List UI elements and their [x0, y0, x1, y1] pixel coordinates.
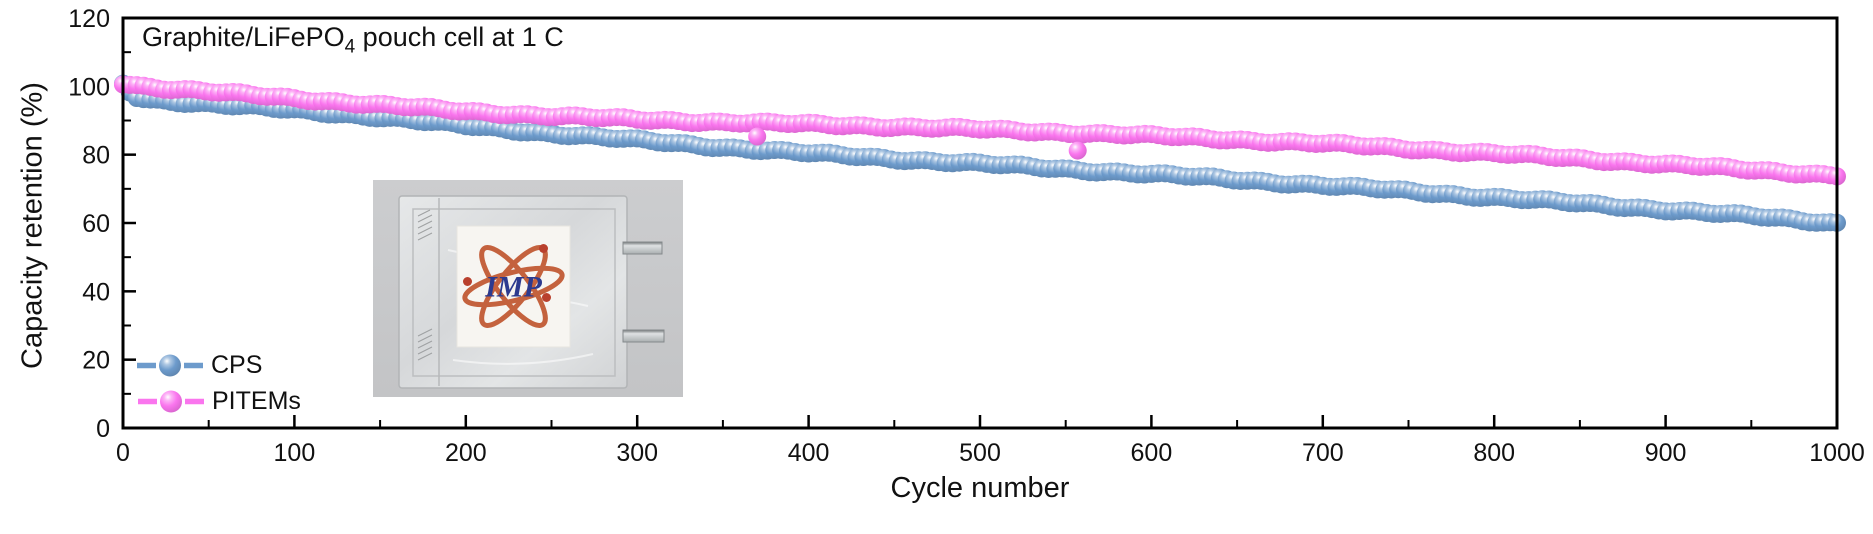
- pitems-outlier-point: [748, 127, 767, 146]
- plot-frame: [121, 16, 1839, 430]
- title-subscript: 4: [344, 36, 356, 58]
- logo-electron-1: [539, 244, 548, 253]
- x-tick-label: 1000: [1809, 439, 1865, 467]
- logo-text: IMP: [484, 271, 542, 304]
- chart-title-annotation: Graphite/LiFePO4 pouch cell at 1 C: [142, 22, 564, 58]
- logo-electron-3: [542, 293, 551, 302]
- pouch-tab-bottom: [622, 329, 665, 343]
- pitems-legend-label: PITEMs: [212, 387, 301, 415]
- y-axis-label: Capacity retention (%): [16, 82, 49, 369]
- y-tick-label: 0: [96, 415, 110, 443]
- cps-legend-marker-icon: [137, 354, 203, 377]
- x-tick-label: 200: [445, 439, 487, 467]
- x-tick-label: 800: [1473, 439, 1515, 467]
- logo-orbit-left: [479, 245, 548, 328]
- axes: 0 100 200 300 400 500 600 700 800 900 1000 0 20 40 60 8…: [68, 5, 1865, 467]
- x-tick-label: 300: [616, 439, 658, 467]
- x-tick-label: 900: [1645, 439, 1687, 467]
- y-tick-label: 120: [68, 5, 110, 33]
- logo-orbit-wide: [462, 265, 565, 308]
- title-text-suffix: pouch cell at 1 C: [355, 22, 564, 52]
- y-tick-label: 20: [82, 347, 110, 375]
- inset-photo: IMP: [373, 180, 683, 397]
- title-text: Graphite/LiFePO: [142, 22, 345, 52]
- logo-electron-2: [463, 277, 472, 286]
- pouch-cell-photo: IMP: [373, 180, 683, 397]
- x-tick-label: 0: [116, 439, 130, 467]
- pitems-legend-marker-icon: [138, 390, 204, 413]
- pouch-seal-edge: [412, 208, 616, 377]
- seal-hatch-top: [417, 209, 433, 241]
- pouch-tab-top: [622, 241, 663, 255]
- y-tick-label: 80: [82, 142, 110, 170]
- pitems-series-points: [114, 75, 1846, 186]
- y-tick-label: 60: [82, 210, 110, 238]
- pitems-outlier-point: [1068, 141, 1087, 160]
- y-tick-label: 100: [68, 73, 110, 101]
- x-axis-label: Cycle number: [890, 472, 1070, 504]
- legend-item-pitems: PITEMs: [138, 387, 301, 416]
- legend-item-cps: CPS: [137, 351, 262, 380]
- imp-logo: IMP: [462, 244, 565, 328]
- seal-hatch-bottom: [417, 328, 433, 361]
- x-tick-label: 400: [788, 439, 830, 467]
- x-tick-label: 600: [1131, 439, 1173, 467]
- cps-legend-label: CPS: [211, 351, 263, 379]
- y-tick-label: 40: [82, 278, 110, 306]
- x-tick-label: 700: [1302, 439, 1344, 467]
- x-tick-label: 100: [274, 439, 316, 467]
- x-tick-label: 500: [959, 439, 1001, 467]
